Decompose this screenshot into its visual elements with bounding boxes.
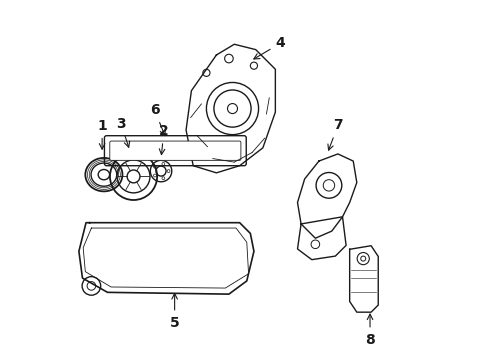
Text: 6: 6 [150,103,166,136]
Text: 3: 3 [116,117,130,147]
FancyBboxPatch shape [110,141,241,160]
Text: 5: 5 [170,293,179,329]
Text: 1: 1 [97,119,107,149]
Polygon shape [297,154,357,238]
Text: 2: 2 [159,124,169,154]
Polygon shape [350,246,378,312]
Polygon shape [297,217,346,260]
Text: 4: 4 [254,36,285,59]
Text: 7: 7 [328,118,343,150]
Polygon shape [79,223,254,294]
Text: 8: 8 [365,314,375,347]
FancyBboxPatch shape [104,136,246,166]
Polygon shape [186,44,275,173]
